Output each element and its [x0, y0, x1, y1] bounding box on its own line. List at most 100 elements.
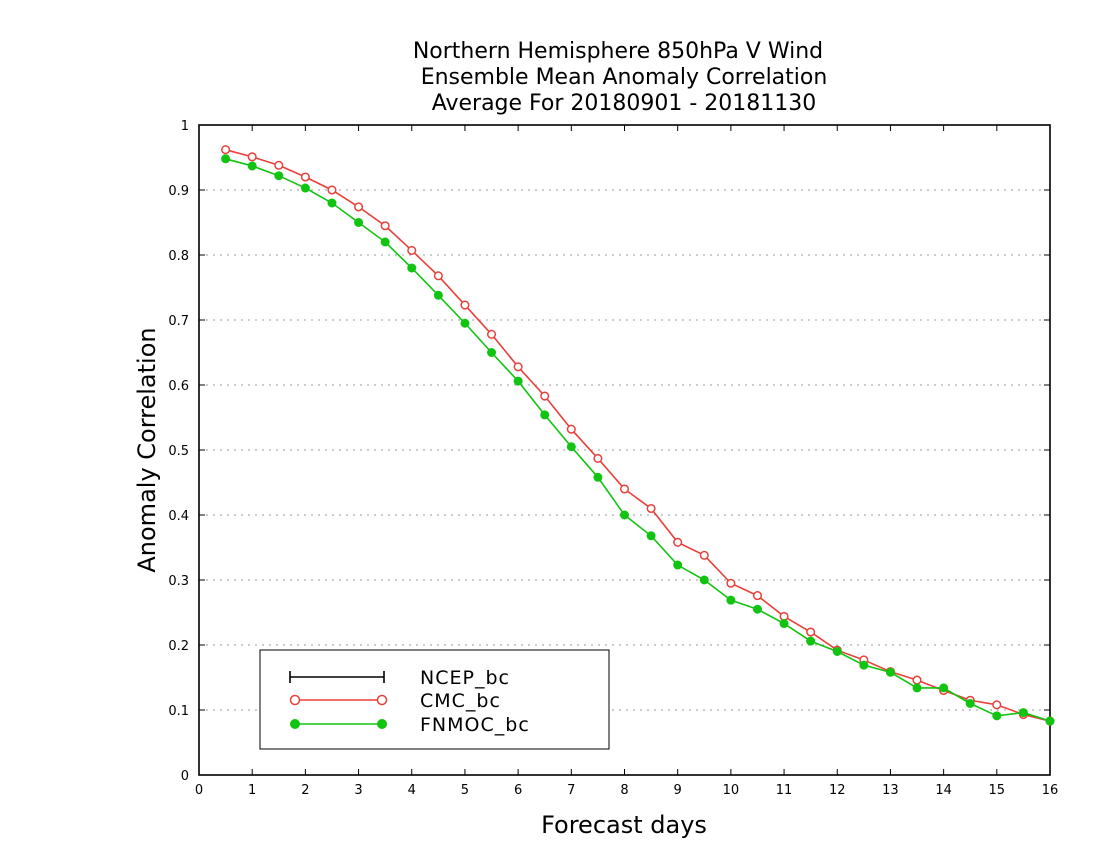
data-point	[540, 391, 550, 401]
series-line	[225, 148, 1051, 722]
data-point	[486, 329, 497, 339]
legend-marker	[376, 694, 388, 706]
legend-marker	[289, 694, 301, 706]
data-point	[407, 263, 417, 273]
y-tick-label: 0.7	[168, 314, 189, 329]
data-point	[247, 152, 257, 162]
legend-marker	[290, 719, 300, 729]
x-tick-label: 1	[248, 783, 256, 798]
y-tick-label: 0	[181, 769, 189, 784]
data-point	[699, 575, 709, 585]
data-point	[939, 683, 949, 693]
x-tick-label: 15	[989, 783, 1006, 798]
legend-entry-NCEP_bc: NCEP_bc	[289, 667, 509, 689]
x-tick-label: 12	[829, 783, 846, 798]
y-axis-label: Anomaly Correlation	[133, 327, 161, 572]
data-point	[673, 560, 683, 570]
data-point	[619, 484, 630, 494]
data-point	[221, 145, 231, 155]
data-point	[566, 442, 576, 452]
y-tick-label: 0.1	[168, 704, 189, 719]
data-point	[380, 237, 390, 247]
x-tick-label: 4	[408, 783, 416, 798]
data-point	[912, 683, 922, 693]
data-point	[779, 619, 789, 629]
data-point	[407, 245, 417, 255]
series-layer	[221, 145, 1055, 726]
data-point	[247, 161, 257, 171]
axis-ticks: 00.10.20.30.40.50.60.70.80.910 1 2 3 4 5 6 7 8 9 1…	[168, 119, 1058, 798]
data-point	[726, 595, 736, 605]
legend-marker	[377, 719, 387, 729]
y-tick-label: 0.8	[168, 249, 189, 264]
legend-label: FNMOC_bc	[420, 714, 530, 736]
data-point	[327, 198, 337, 208]
data-point	[1045, 716, 1055, 726]
x-tick-label: 2	[301, 783, 309, 798]
y-tick-label: 0.6	[168, 379, 189, 394]
legend-entry-FNMOC_bc: FNMOC_bc	[290, 714, 530, 736]
data-point	[593, 453, 603, 464]
data-point	[513, 362, 523, 372]
x-tick-label: 16	[1042, 783, 1059, 798]
data-point	[566, 424, 576, 434]
data-point	[540, 410, 550, 420]
x-tick-label: 0	[195, 783, 203, 798]
data-point	[912, 675, 922, 685]
data-point	[673, 537, 683, 547]
data-point	[300, 172, 310, 182]
data-point	[699, 550, 709, 560]
y-tick-label: 0.3	[168, 574, 189, 589]
y-tick-label: 0.4	[168, 509, 189, 524]
y-tick-label: 0.2	[168, 639, 189, 654]
legend-entry-CMC_bc: CMC_bc	[289, 690, 501, 712]
data-point	[752, 591, 763, 601]
data-point	[300, 183, 310, 193]
data-point	[965, 699, 975, 708]
x-tick-label: 14	[935, 783, 952, 798]
grid-lines	[199, 189, 1050, 711]
data-point	[433, 290, 443, 300]
data-point	[620, 510, 629, 520]
data-point	[806, 636, 816, 646]
series-FNMOC_bc	[221, 154, 1055, 726]
x-tick-label: 6	[514, 783, 522, 798]
data-point	[487, 348, 497, 357]
y-tick-label: 0.9	[168, 184, 189, 199]
legend-label: CMC_bc	[420, 690, 501, 712]
data-point	[646, 503, 656, 514]
data-point	[859, 660, 869, 670]
x-axis-label: Forecast days	[541, 811, 707, 839]
data-point	[460, 300, 470, 310]
data-point	[752, 604, 762, 614]
x-tick-label: 8	[620, 783, 628, 798]
data-point	[460, 318, 470, 328]
title-line-3: Average For 20180901 - 20181130	[432, 91, 817, 116]
data-point	[221, 154, 231, 164]
data-point	[513, 376, 523, 386]
x-tick-label: 3	[354, 783, 362, 798]
y-tick-label: 1	[181, 119, 189, 134]
x-tick-label: 9	[674, 783, 682, 798]
x-tick-label: 13	[882, 783, 899, 798]
data-point	[274, 160, 284, 170]
data-point	[992, 711, 1002, 721]
data-point	[992, 700, 1002, 710]
series-line	[225, 158, 1051, 722]
data-point	[274, 171, 284, 181]
series-CMC_bc	[221, 145, 1055, 726]
data-point	[433, 271, 443, 281]
data-point	[354, 218, 364, 227]
x-tick-label: 11	[776, 783, 793, 798]
data-point	[354, 202, 364, 212]
chart-title: Northern Hemisphere 850hPa V Wind Ensemb…	[413, 39, 827, 116]
data-point	[327, 185, 337, 195]
title-line-1: Northern Hemisphere 850hPa V Wind	[413, 39, 823, 64]
data-point	[380, 221, 390, 231]
data-point	[885, 667, 895, 677]
data-point	[593, 472, 603, 482]
data-point	[1018, 708, 1028, 718]
x-tick-label: 7	[567, 783, 575, 798]
